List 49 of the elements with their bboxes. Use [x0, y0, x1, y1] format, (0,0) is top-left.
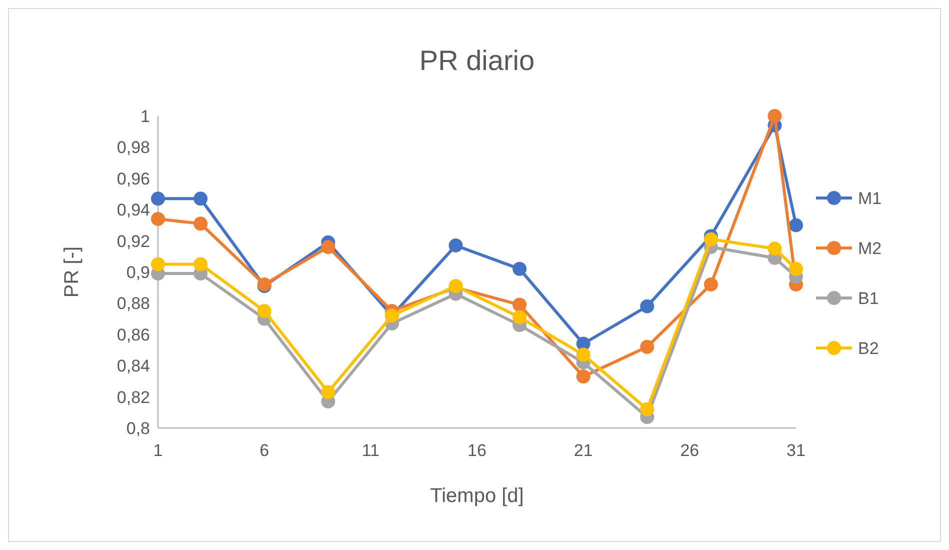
point — [789, 218, 803, 232]
point — [768, 242, 782, 256]
y-tick-label: 0,82 — [116, 388, 150, 407]
point — [194, 257, 208, 272]
point — [151, 257, 165, 272]
x-axis-title: Tiempo [d] — [430, 485, 524, 507]
y-tick-label: 0,94 — [116, 200, 150, 220]
legend-label: M2 — [858, 238, 882, 258]
point — [576, 348, 590, 362]
x-tick-label: 1 — [153, 441, 163, 460]
point — [640, 402, 654, 416]
point — [768, 109, 782, 123]
point — [640, 340, 654, 354]
y-tick-label: 1 — [140, 106, 150, 126]
y-tick-label: 0,84 — [116, 356, 150, 376]
y-tick-label: 0,92 — [116, 232, 150, 251]
point — [512, 310, 527, 324]
point — [512, 262, 527, 276]
y-tick-label: 0,9 — [126, 262, 150, 282]
legend-label: B1 — [858, 288, 879, 308]
point — [512, 298, 527, 312]
x-tick-label: 16 — [468, 441, 486, 460]
legend-label: B2 — [858, 338, 879, 358]
y-tick-label: 0,8 — [126, 418, 150, 438]
chart-title: PR diario — [419, 45, 535, 76]
point — [257, 304, 272, 318]
point — [704, 277, 718, 292]
point — [789, 262, 803, 276]
point — [151, 192, 165, 206]
point — [194, 216, 208, 231]
point — [448, 238, 463, 252]
legend-label: M1 — [858, 188, 882, 208]
y-tick-label: 0,86 — [116, 325, 150, 344]
x-tick-label: 21 — [574, 441, 593, 460]
point — [704, 232, 718, 246]
x-tick-label: 26 — [680, 441, 700, 460]
y-tick-label: 0,96 — [116, 169, 150, 188]
y-tick-label: 0,98 — [116, 138, 150, 158]
x-tick-label: 11 — [362, 441, 380, 460]
y-axis-title: PR [-] — [61, 246, 83, 298]
point — [640, 299, 654, 314]
x-tick-label: 31 — [786, 441, 806, 460]
point — [151, 212, 165, 226]
point — [321, 240, 336, 254]
x-tick-label: 6 — [260, 441, 270, 460]
point — [321, 385, 336, 400]
y-tick-label: 0,88 — [116, 294, 150, 314]
point — [194, 192, 208, 206]
point — [576, 370, 590, 384]
